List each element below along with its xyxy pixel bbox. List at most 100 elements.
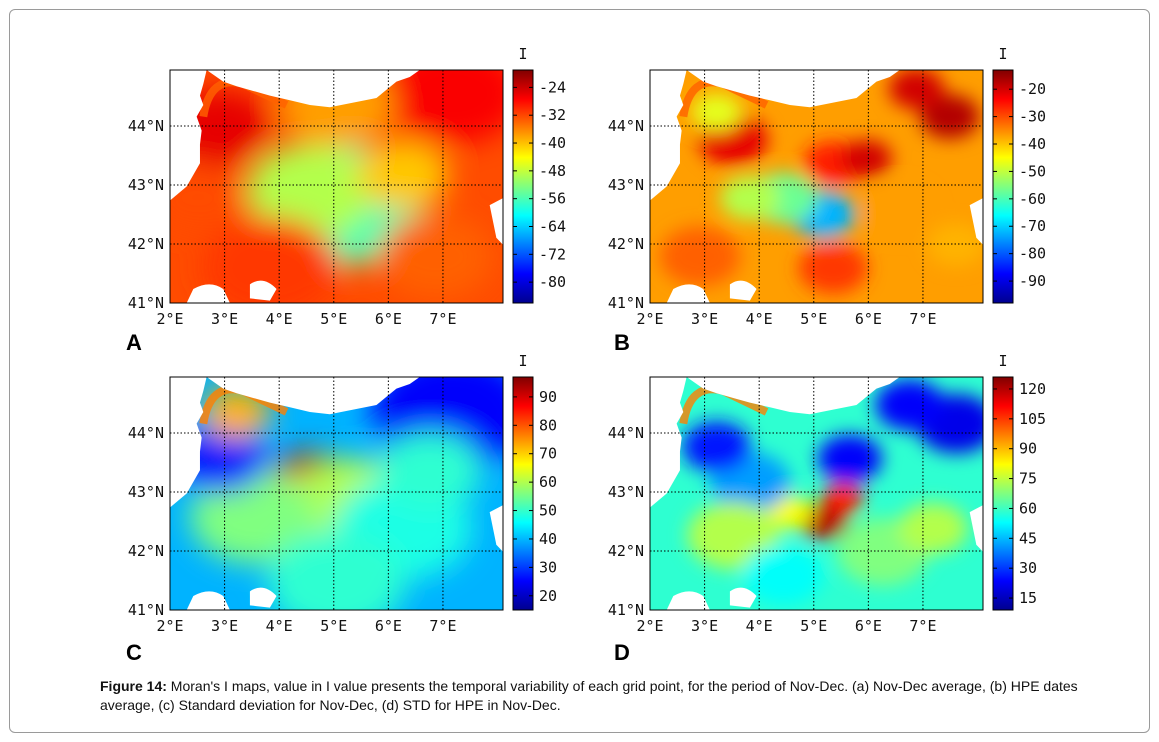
land-west [650, 377, 687, 508]
colorbar: I -20 -30 -40 -50 -60 -70 -80 -90 [992, 45, 1046, 304]
heatmap-blob [378, 213, 494, 299]
heatmap-blob [190, 470, 317, 564]
panel-a: 2°E 3°E 4°E 5°E 6°E 7°E 44°N 43°N 42°N 41°N I -24 -3… [128, 45, 566, 328]
heatmap-field [650, 377, 983, 610]
colorbar-tick-label: 120 [1019, 380, 1046, 398]
island-2 [249, 587, 277, 608]
colorbar-tick-label: -56 [539, 190, 566, 208]
land-mask [170, 377, 503, 610]
colorbar-tick-label: 20 [539, 587, 557, 605]
colorbar-tick-label: -70 [1019, 217, 1046, 235]
colorbar-tick-label: 15 [1019, 589, 1037, 607]
colorbar-tick-label: -40 [1019, 135, 1046, 153]
heatmap-blob [384, 70, 503, 145]
colorbar-tick-label: -60 [1019, 190, 1046, 208]
y-tick-label: 42°N [128, 542, 164, 560]
x-tick-label: 7°E [909, 310, 936, 328]
land-north [686, 70, 900, 108]
heatmap-blob [659, 226, 741, 287]
y-tick-label: 44°N [128, 424, 164, 442]
colorbar-title: I [998, 45, 1007, 63]
heatmap-blob [919, 94, 980, 139]
x-tick-label: 5°E [320, 310, 347, 328]
map-border [169, 376, 504, 611]
heatmap-blob [875, 379, 945, 431]
map-border [649, 69, 984, 304]
colorbar-title: I [518, 45, 527, 63]
colorbar-tick-label: 40 [539, 530, 557, 548]
x-tick-label: 4°E [266, 310, 293, 328]
x-tick-label: 5°E [800, 617, 827, 635]
map-border [649, 376, 984, 611]
x-tick-label: 2°E [636, 617, 663, 635]
colorbar-tick-label: 105 [1019, 410, 1046, 428]
colorbar-tick-label: 60 [1019, 499, 1037, 517]
panel-c: 2°E 3°E 4°E 5°E 6°E 7°E 44°N 43°N 42°N 41°N I 90 80 7… [128, 352, 557, 635]
land-north [206, 70, 420, 108]
grid-lines [650, 70, 983, 303]
heatmap-blob [865, 184, 935, 236]
y-tick-label: 43°N [128, 176, 164, 194]
caption-text: Moran's I maps, value in I value present… [100, 678, 1078, 713]
caption-label: Figure 14: [100, 678, 167, 694]
island-3 [489, 198, 503, 245]
heatmap-blob [742, 545, 824, 605]
heatmap-field [170, 70, 503, 303]
island-1 [186, 591, 230, 610]
x-tick-label: 3°E [211, 617, 238, 635]
x-tick-label: 6°E [855, 310, 882, 328]
colorbar-tick-label: -72 [539, 245, 566, 263]
land-mask [650, 377, 983, 610]
colorbar-gradient [992, 376, 1014, 611]
y-tick-label: 44°N [608, 424, 644, 442]
x-tick-label: 6°E [375, 310, 402, 328]
heatmap-field [170, 377, 503, 610]
colorbar-tick-label: -48 [539, 162, 566, 180]
y-tick-label: 42°N [128, 235, 164, 253]
x-tick-label: 2°E [636, 310, 663, 328]
grid-lines [170, 377, 503, 610]
colorbar: I -24 -32 -40 -48 -56 -64 -72 -80 [512, 45, 566, 304]
x-tick-label: 3°E [691, 310, 718, 328]
heatmap-blob [691, 93, 742, 131]
colorbar-title: I [518, 352, 527, 370]
colorbar-tick-label: -80 [539, 273, 566, 291]
colorbar-tick-label: -20 [1019, 80, 1046, 98]
colorbar-gradient [512, 69, 534, 304]
heatmap-blob [720, 176, 780, 221]
island-2 [729, 280, 757, 301]
land-north [686, 377, 900, 415]
island-3 [489, 505, 503, 552]
colorbar-gradient [992, 69, 1014, 304]
x-tick-label: 5°E [800, 310, 827, 328]
heatmap-blob [170, 164, 243, 233]
x-tick-label: 4°E [266, 617, 293, 635]
colorbar-tick-label: -24 [539, 78, 566, 96]
x-tick-label: 7°E [909, 617, 936, 635]
heatmap-blob [246, 144, 374, 238]
heatmap-blob [357, 140, 450, 209]
heatmap-blob [682, 421, 752, 473]
island-1 [666, 284, 710, 303]
panel-label-b: B [614, 330, 630, 355]
heatmap-blob [927, 223, 983, 266]
island-2 [249, 280, 277, 301]
colorbar-tick-label: 50 [539, 502, 557, 520]
island-2 [729, 587, 757, 608]
heatmap-field [650, 70, 983, 303]
colorbar: I 120 105 90 75 60 45 30 15 [992, 352, 1046, 611]
panel-label-a: A [126, 330, 142, 355]
x-tick-label: 2°E [156, 617, 183, 635]
heatmap-blob [687, 501, 780, 570]
heatmap-blob [377, 431, 482, 509]
figure-caption: Figure 14: Moran's I maps, value in I va… [100, 677, 1100, 715]
heatmap-blob [822, 482, 864, 514]
colorbar-tick-label: 75 [1019, 470, 1037, 488]
y-tick-label: 41°N [128, 294, 164, 312]
colorbar-tick-label: -90 [1019, 272, 1046, 290]
panel-label-c: C [126, 640, 142, 665]
colorbar-tick-label: 30 [539, 558, 557, 576]
grid-lines [650, 377, 983, 610]
y-tick-label: 41°N [128, 601, 164, 619]
